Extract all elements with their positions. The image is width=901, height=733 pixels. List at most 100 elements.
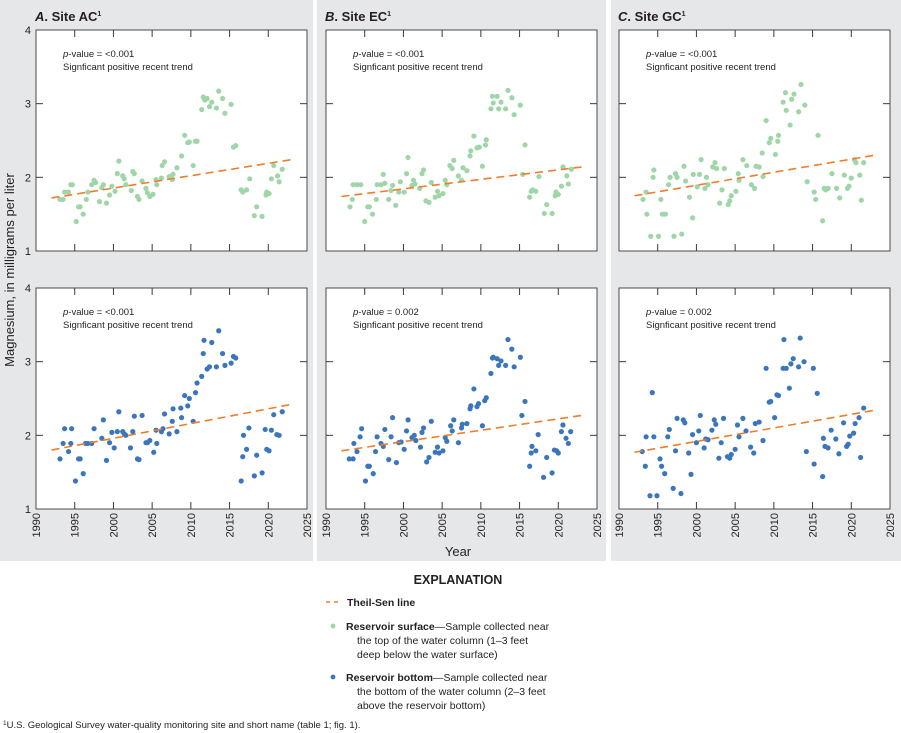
surface-point <box>760 173 766 180</box>
bottom-point <box>666 426 672 433</box>
surface-point <box>694 184 700 190</box>
surface-point <box>178 153 185 159</box>
x-axis-label: Year <box>445 544 472 559</box>
bottom-point <box>743 428 749 434</box>
bottom-point <box>151 449 157 455</box>
surface-point <box>468 148 474 154</box>
panel-letter: B <box>325 9 334 24</box>
x-tick-label: 1995 <box>360 513 372 537</box>
surface-point <box>434 188 441 194</box>
bottom-point <box>393 459 400 466</box>
x-tick-label: 1995 <box>70 513 82 537</box>
surface-point <box>247 176 253 182</box>
legend-bottom-desc-0: —Sample collected near <box>433 672 548 684</box>
surface-point <box>451 157 457 163</box>
surface-point <box>705 182 711 188</box>
surface-point <box>712 160 718 166</box>
panel-title-footnote: 1 <box>97 11 101 18</box>
theil-sen-line <box>634 409 875 454</box>
surface-point <box>740 157 746 163</box>
bottom-point <box>279 409 285 415</box>
bottom-point <box>847 433 853 439</box>
bottom-point <box>100 417 106 423</box>
surface-point <box>471 133 477 139</box>
bottom-point <box>797 335 803 341</box>
bottom-point <box>426 454 432 461</box>
surface-point <box>62 189 68 195</box>
bottom-point <box>810 365 816 371</box>
surface-point <box>527 194 533 200</box>
bottom-point <box>856 415 862 421</box>
surface-point <box>244 187 250 193</box>
surface-point <box>182 132 188 138</box>
bottom-point <box>251 473 257 479</box>
surface-point <box>206 104 213 110</box>
y-tick-label: 1 <box>25 504 31 516</box>
bottom-point <box>560 422 566 428</box>
surface-point <box>85 189 91 195</box>
bottom-point <box>194 380 200 386</box>
bottom-point <box>479 423 486 429</box>
surface-point <box>259 213 265 219</box>
surface-point <box>748 182 755 188</box>
bottom-point <box>192 390 199 396</box>
surface-point <box>240 189 246 195</box>
bottom-point <box>756 419 762 425</box>
p-value-annotation: p-value = <0.001 <box>62 49 134 60</box>
x-tick-label: 2015 <box>225 513 237 537</box>
surface-point <box>787 122 793 128</box>
surface-point <box>496 106 502 112</box>
panel-title: C. Site GC1 <box>618 9 686 24</box>
surface-point <box>522 142 528 148</box>
bottom-point <box>783 365 789 371</box>
footnote: 1U.S. Geological Survey water-quality mo… <box>3 720 360 731</box>
surface-point <box>696 171 703 177</box>
bottom-point <box>91 426 97 432</box>
bottom-point <box>643 434 649 440</box>
footnote-mark: 1 <box>3 720 7 727</box>
bottom-point <box>199 373 205 379</box>
plot-surface: p-value = <0.001 Signficant positive rece… <box>325 29 598 252</box>
p-value-text: -value = <0.001 <box>651 49 717 60</box>
bottom-point <box>428 418 434 424</box>
surface-point <box>396 189 402 195</box>
bottom-point <box>127 445 134 451</box>
bottom-point <box>511 364 517 370</box>
surface-point <box>768 135 774 141</box>
surface-point <box>650 174 656 180</box>
x-tick-label: 1990 <box>321 513 333 537</box>
surface-point <box>503 106 509 112</box>
panel-title: B. Site EC1 <box>325 9 391 24</box>
bottom-point <box>351 440 357 447</box>
bottom-point <box>444 438 450 444</box>
bottom-point <box>357 434 363 440</box>
surface-point <box>60 196 66 203</box>
surface-point <box>388 187 394 194</box>
p-value-text: -value = 0.002 <box>651 307 711 318</box>
plot-surface: 1 2 3 4 p-value = <0.001 Signficant positive … <box>25 25 308 258</box>
p-value-p: p <box>62 307 68 318</box>
surface-point <box>763 118 769 124</box>
bottom-point <box>649 390 655 396</box>
bottom-point <box>697 412 703 419</box>
x-tick-label: 2000 <box>398 513 410 537</box>
surface-point <box>533 188 539 194</box>
bottom-point <box>200 350 206 357</box>
bottom-point <box>728 451 734 458</box>
bottom-point <box>448 423 454 429</box>
bottom-point <box>642 463 648 469</box>
surface-point <box>228 101 234 108</box>
bottom-point <box>420 425 427 431</box>
surface-point <box>791 91 797 97</box>
legend-bottom-label: Reservoir bottom <box>346 672 433 684</box>
surface-point <box>702 185 708 191</box>
surface-point <box>440 190 446 197</box>
surface-point <box>640 196 646 203</box>
surface-point <box>811 189 817 195</box>
surface-point <box>89 182 95 188</box>
bottom-point <box>276 432 282 438</box>
surface-point <box>483 137 489 143</box>
y-tick-label: 4 <box>25 283 31 295</box>
bottom-point <box>455 440 462 446</box>
